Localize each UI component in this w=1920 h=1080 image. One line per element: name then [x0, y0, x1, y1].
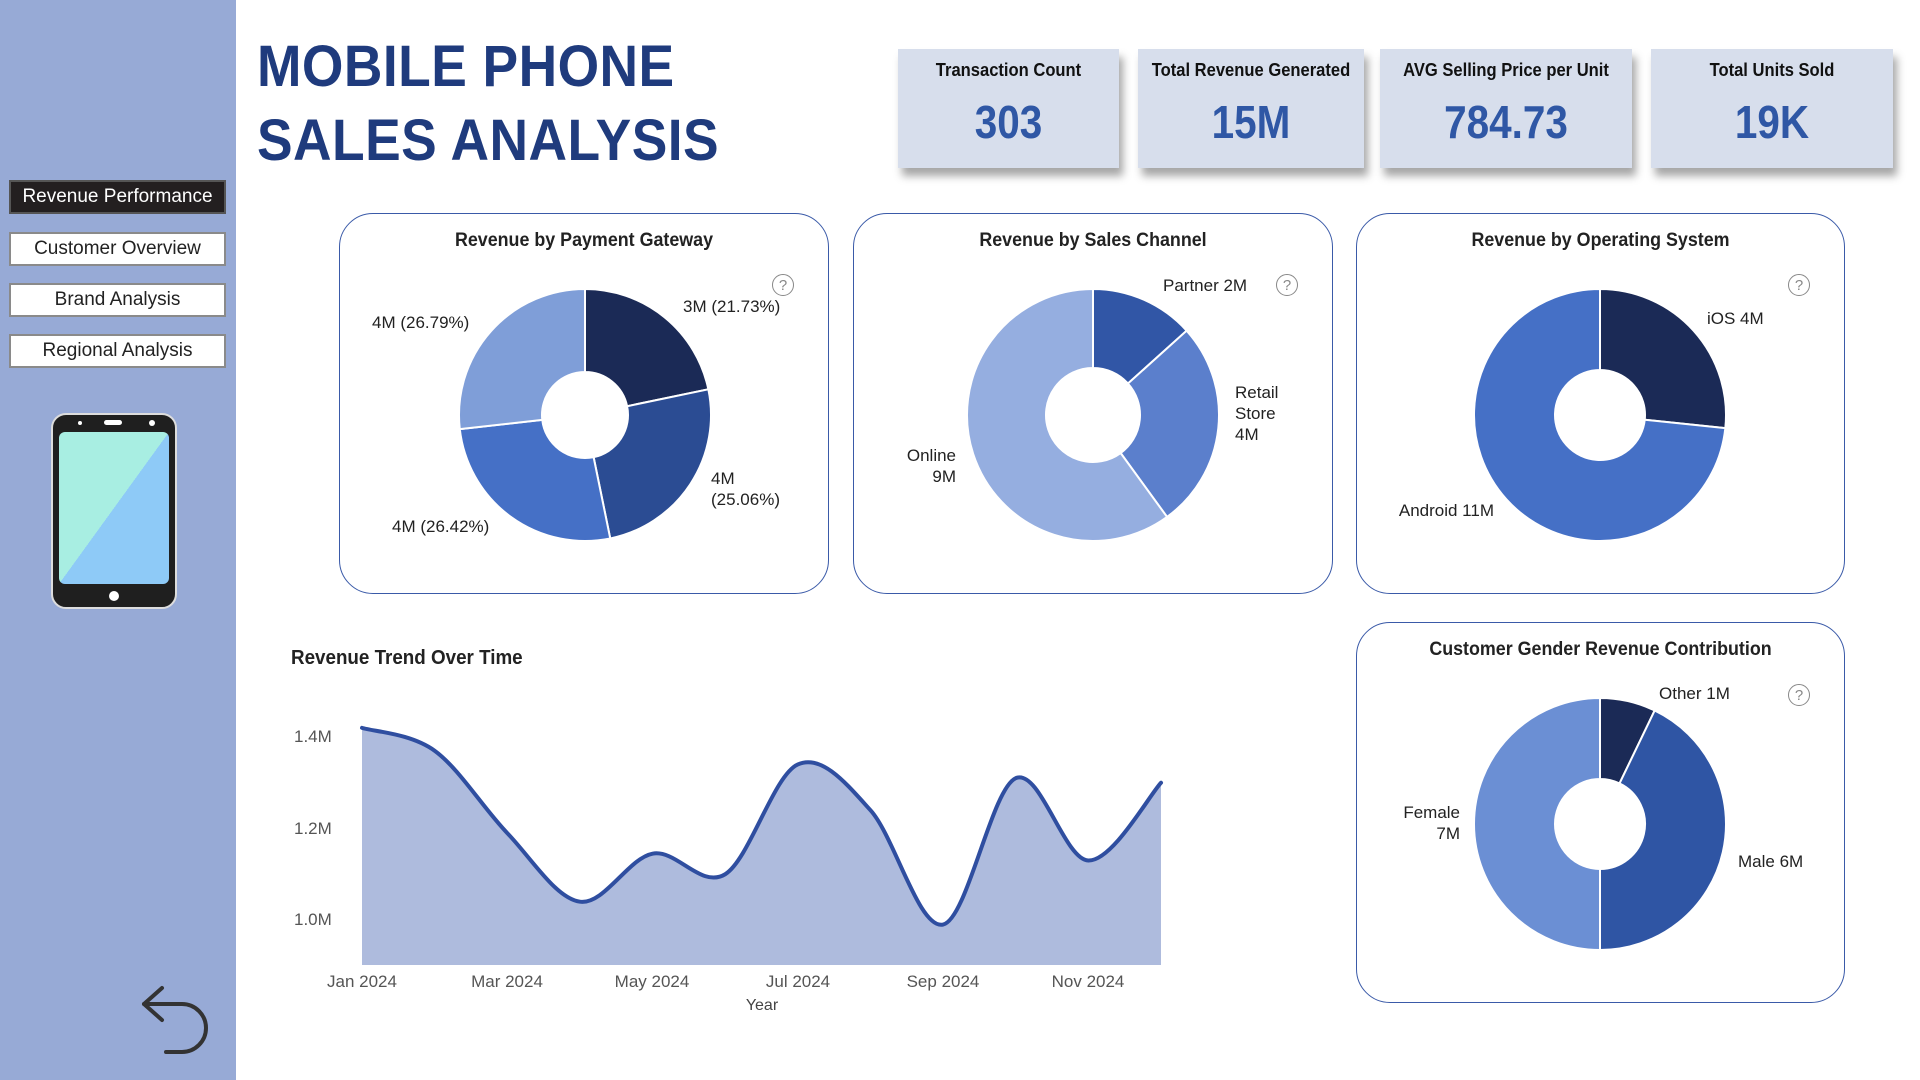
- data-label: 4M (26.79%): [372, 313, 470, 332]
- revenue-point[interactable]: [432, 748, 438, 754]
- x-tick-label: Jul 2024: [765, 972, 831, 991]
- y-tick-label: 1.2M: [294, 819, 332, 838]
- revenue-point[interactable]: [1158, 780, 1164, 786]
- kpi-total-units-sold: Total Units Sold 19K: [1651, 49, 1893, 168]
- help-icon[interactable]: ?: [772, 274, 794, 296]
- chart-title: Revenue by Operating System: [1471, 230, 1730, 251]
- revenue-point[interactable]: [867, 807, 873, 813]
- data-label: Female 7M: [1403, 803, 1460, 843]
- revenue-point[interactable]: [504, 830, 510, 836]
- kpi-transaction-count: Transaction Count 303: [898, 49, 1119, 168]
- kpi-avg-selling-price: AVG Selling Price per Unit 784.73: [1380, 49, 1632, 168]
- data-label: Retail Store 4M: [1235, 383, 1279, 444]
- data-label: Other 1M: [1659, 684, 1730, 703]
- kpi-label: Total Revenue Generated: [1151, 60, 1351, 80]
- kpi-label: AVG Selling Price per Unit: [1403, 60, 1609, 80]
- revenue-point[interactable]: [650, 851, 656, 857]
- revenue-point[interactable]: [1013, 775, 1019, 781]
- kpi-value: 19K: [1734, 96, 1810, 148]
- x-tick-label: Mar 2024: [471, 972, 543, 991]
- data-label: 3M (21.73%): [683, 297, 781, 316]
- y-tick-label: 1.4M: [294, 727, 332, 746]
- nav-customer-overview[interactable]: Customer Overview: [9, 232, 226, 266]
- help-icon[interactable]: ?: [1788, 274, 1810, 296]
- kpi-total-revenue: Total Revenue Generated 15M: [1138, 49, 1364, 168]
- revenue-point[interactable]: [795, 761, 801, 767]
- data-label: 4M (25.06%): [711, 469, 780, 509]
- x-tick-label: Sep 2024: [906, 972, 980, 991]
- data-label: iOS 4M: [1707, 309, 1764, 328]
- kpi-value: 15M: [1211, 96, 1291, 148]
- help-icon[interactable]: ?: [1276, 274, 1298, 296]
- x-tick-label: Jan 2024: [327, 972, 397, 991]
- panel-operating-system: Revenue by Operating System ?: [1356, 213, 1845, 594]
- kpi-value: 784.73: [1444, 96, 1568, 148]
- chart-title: Customer Gender Revenue Contribution: [1429, 639, 1772, 660]
- revenue-point[interactable]: [577, 899, 583, 905]
- data-label: Partner 2M: [1163, 276, 1248, 295]
- revenue-area: [362, 727, 1161, 965]
- y-tick-label: 1.0M: [294, 910, 332, 929]
- mobile-phone-icon: [51, 413, 177, 609]
- kpi-label: Total Units Sold: [1709, 60, 1835, 80]
- help-icon[interactable]: ?: [1788, 684, 1810, 706]
- page-title-line2: SALES ANALYSIS: [257, 108, 720, 173]
- x-tick-label: Nov 2024: [1051, 972, 1125, 991]
- data-label: Android 11M: [1398, 501, 1494, 520]
- back-arrow-icon[interactable]: [138, 982, 214, 1062]
- x-axis-title: Year: [745, 997, 779, 1014]
- kpi-label: Transaction Count: [935, 60, 1082, 80]
- page-title: MOBILE PHONE SALES ANALYSIS: [257, 30, 719, 178]
- sidebar: Revenue Performance Customer Overview Br…: [0, 0, 236, 1080]
- kpi-value: 303: [974, 96, 1043, 148]
- page-title-line1: MOBILE PHONE: [257, 34, 675, 99]
- revenue-point[interactable]: [722, 871, 728, 877]
- nav-brand-analysis[interactable]: Brand Analysis: [9, 283, 226, 317]
- revenue-point[interactable]: [359, 725, 365, 731]
- chart-title: Revenue by Payment Gateway: [454, 230, 714, 251]
- data-label: Online 9M: [906, 446, 956, 486]
- chart-title: Revenue by Sales Channel: [979, 230, 1207, 251]
- revenue-line: [360, 725, 1163, 927]
- data-label: 4M (26.42%): [392, 517, 490, 536]
- revenue-point[interactable]: [940, 922, 946, 928]
- revenue-point[interactable]: [1085, 858, 1091, 864]
- nav-revenue-performance[interactable]: Revenue Performance: [9, 180, 226, 214]
- nav-regional-analysis[interactable]: Regional Analysis: [9, 334, 226, 368]
- x-tick-label: May 2024: [614, 972, 690, 991]
- data-label: Male 6M: [1738, 852, 1804, 871]
- chart-title-revenue-trend: Revenue Trend Over Time: [291, 647, 523, 669]
